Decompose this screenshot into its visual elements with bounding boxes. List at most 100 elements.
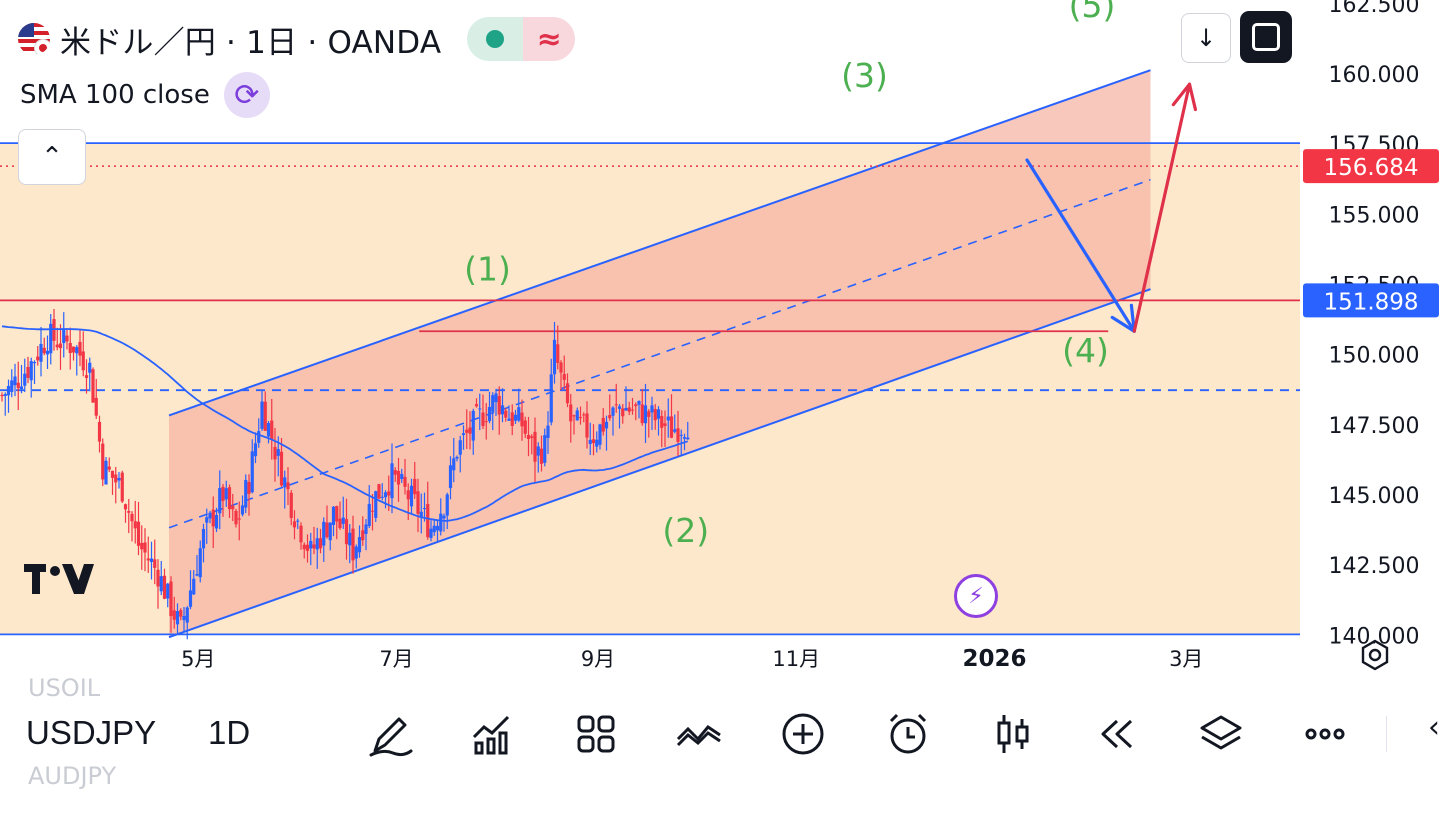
price-label-1: 151.898 (1323, 289, 1418, 315)
candle (465, 409, 469, 449)
settings-icon[interactable] (1358, 638, 1392, 672)
candle (478, 393, 482, 431)
candle-body (673, 429, 677, 432)
candle-body (361, 530, 365, 541)
channel-lower-line (168, 288, 1151, 639)
candle (19, 364, 24, 394)
collapse-legend-button[interactable]: ⌃ (18, 129, 86, 185)
candle (0, 392, 4, 402)
candle-body (6, 386, 11, 396)
candle (153, 539, 157, 585)
candle-body (250, 451, 254, 493)
market-status-pill[interactable]: ≈ (467, 17, 576, 61)
sma-indicator-label[interactable]: SMA 100 close (20, 80, 210, 110)
candle (552, 321, 557, 384)
projection-arrowhead-1 (1171, 82, 1198, 112)
indicators-icon (472, 715, 510, 755)
alert-button[interactable] (880, 706, 936, 762)
candle-body (23, 373, 27, 386)
candle-body (351, 528, 355, 561)
candle-body (110, 470, 115, 478)
candle (322, 517, 326, 562)
candle (520, 399, 524, 441)
download-button[interactable]: ↓ (1181, 13, 1231, 63)
candle-body (16, 382, 20, 389)
wave-label-2: (2) (662, 511, 709, 550)
refresh-icon[interactable]: ⟳ (223, 72, 270, 118)
candle (419, 493, 423, 534)
price-chart[interactable]: (1)(2)(3)(4)(5) 162.500160.000157.500155… (0, 0, 1448, 686)
bolt-icon[interactable]: ⚡ (954, 574, 998, 618)
candle-body (231, 505, 235, 510)
candle-body (159, 576, 163, 592)
candle-body (279, 451, 284, 486)
candle (309, 532, 313, 566)
candle (435, 519, 440, 542)
candle (621, 404, 625, 424)
fullscreen-button[interactable] (1240, 11, 1292, 63)
candle (601, 407, 605, 436)
projection-arrow-1 (1132, 82, 1192, 333)
candle (279, 437, 284, 487)
candle (107, 457, 111, 473)
candle (562, 355, 566, 390)
candle-body (62, 328, 66, 344)
candle-body (91, 369, 95, 403)
add-icon (782, 713, 824, 755)
candle-body (491, 395, 495, 412)
symbol-selector[interactable]: USDJPY (26, 714, 157, 751)
pen-tool-button[interactable] (362, 706, 418, 762)
candle (676, 410, 680, 457)
candle (500, 388, 505, 423)
candle (127, 498, 131, 534)
candle-body (569, 404, 573, 422)
candle-body (234, 510, 238, 525)
candle-body (575, 410, 579, 421)
candle (604, 415, 609, 451)
candle-body (68, 342, 72, 354)
wave-label-1: (1) (464, 250, 511, 289)
candle (474, 398, 479, 408)
candle (156, 559, 160, 609)
toolbar-divider (1386, 716, 1387, 752)
candle-body (153, 559, 157, 568)
layout-grid-icon (577, 715, 615, 753)
candle-body (546, 425, 550, 438)
toolbar-scroll-arrow[interactable]: ‹ (1428, 710, 1440, 745)
candle (585, 401, 589, 449)
candle-body (374, 491, 378, 518)
candle (3, 392, 7, 416)
candle (117, 471, 121, 489)
candle-body (435, 525, 440, 531)
compare-button[interactable] (671, 706, 727, 762)
candle-body (539, 448, 544, 464)
timeframe-selector[interactable]: 1D (208, 714, 251, 751)
candle-body (630, 409, 635, 411)
wave-label-5: (5) (1069, 0, 1116, 25)
candle (312, 526, 316, 555)
candle (266, 420, 271, 444)
candle (686, 421, 690, 440)
add-button[interactable] (775, 706, 831, 762)
candle-body (647, 411, 651, 417)
candle (78, 328, 82, 367)
indicators-button[interactable] (465, 706, 521, 762)
candle (224, 480, 228, 507)
candle (614, 383, 618, 413)
more-button[interactable] (1297, 706, 1353, 762)
layers-button[interactable] (1193, 706, 1249, 762)
candle-body (549, 374, 553, 423)
candle (543, 428, 547, 467)
candle (234, 508, 238, 528)
candle (26, 356, 30, 384)
candle-body (608, 415, 612, 419)
chart-type-button[interactable] (985, 706, 1041, 762)
candle-body (481, 412, 485, 427)
candle (32, 360, 37, 385)
replay-button[interactable] (1088, 706, 1144, 762)
candle-body (263, 401, 267, 431)
candle (240, 495, 245, 517)
layout-button[interactable] (568, 706, 624, 762)
candle-body (302, 544, 306, 550)
candle (637, 400, 641, 419)
